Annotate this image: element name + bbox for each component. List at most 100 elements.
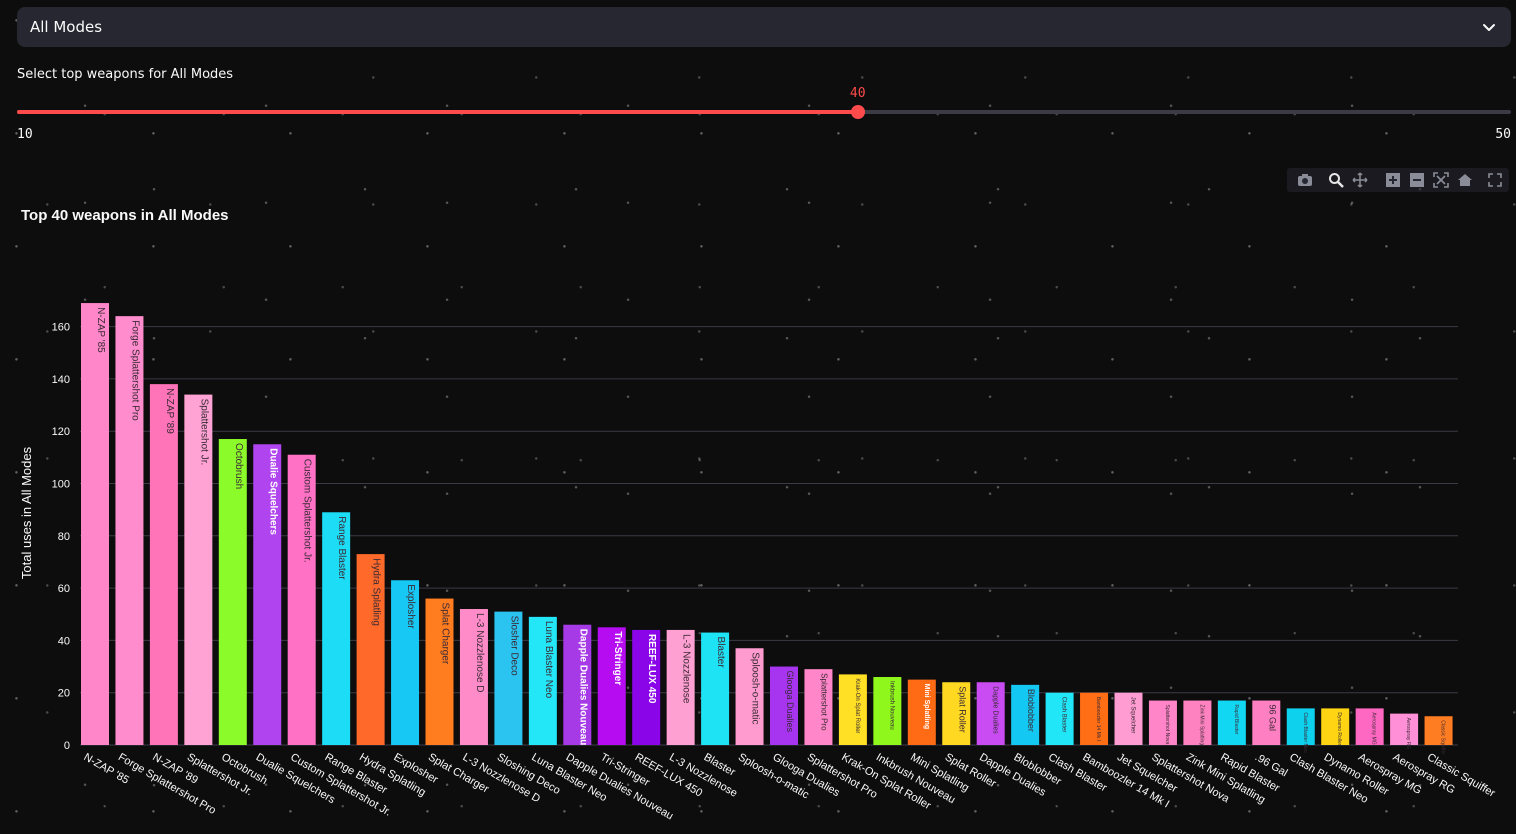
bar-label: Clash Blaster Neo [1302, 712, 1308, 753]
fullscreen-icon[interactable] [1487, 172, 1503, 188]
bar[interactable] [1355, 708, 1384, 745]
bar[interactable] [253, 444, 282, 745]
bar[interactable] [1080, 692, 1109, 745]
bar-label: Inkbrush Nouveau [888, 681, 894, 730]
bar-chart: N-ZAP '85 Forge Splattershot Pro N-ZAP '89… [19, 207, 1498, 822]
bar[interactable] [632, 629, 661, 745]
y-tick-label: 40 [58, 635, 70, 647]
bar[interactable] [873, 677, 902, 745]
bar[interactable] [1217, 700, 1246, 745]
bar[interactable] [770, 666, 798, 745]
bar[interactable] [81, 303, 109, 745]
bar[interactable] [149, 384, 178, 745]
bar[interactable] [1252, 700, 1281, 745]
bar-label: Slosher Deco [508, 616, 519, 676]
zoom-in-icon[interactable] [1385, 172, 1401, 188]
bar-label: Splattershot Pro [819, 673, 828, 731]
bar-label: Dapple Dualies [992, 686, 999, 734]
mode-select[interactable]: All Modes [17, 7, 1511, 47]
slider-max: 50 [1495, 127, 1511, 142]
bar[interactable] [184, 394, 213, 745]
bar-label: Explosher [405, 584, 416, 629]
bar-label: 96 Gal [1267, 705, 1277, 732]
bar[interactable] [838, 674, 867, 745]
slider-thumb[interactable] [850, 105, 865, 119]
y-tick-label: 20 [58, 688, 70, 700]
bar[interactable] [322, 512, 351, 745]
bar-label: Splattershot Nova [1164, 705, 1170, 745]
bar-label: Sploosh-o-matic [750, 652, 761, 724]
bar-label: Mini Splatling [923, 684, 930, 730]
bar[interactable] [597, 627, 626, 745]
bar-label: Forge Splattershot Pro [129, 320, 140, 421]
bar[interactable] [218, 439, 247, 745]
bar[interactable] [287, 454, 316, 745]
bar-label: N-ZAP '89 [164, 388, 175, 434]
bar[interactable] [942, 682, 971, 745]
chart-bars: N-ZAP '85 Forge Splattershot Pro N-ZAP '89… [81, 303, 1453, 755]
bar[interactable] [1148, 700, 1177, 745]
y-tick-label: 100 [52, 479, 70, 491]
bar[interactable] [528, 616, 557, 745]
bar-label: Zink Mini Splatling [1198, 705, 1204, 746]
bar[interactable] [494, 611, 523, 745]
bar[interactable] [1390, 713, 1419, 745]
bar[interactable] [666, 629, 695, 745]
bar-label: Aerospray MG [1371, 712, 1377, 744]
y-tick-label: 120 [52, 426, 70, 438]
slider-value: 40 [849, 86, 866, 101]
bar-label: Krak-On Splat Roller [854, 678, 860, 733]
bar-label: Luna Blaster Neo [543, 621, 554, 699]
bar[interactable] [356, 554, 385, 745]
bar-label: Range Blaster [336, 516, 347, 580]
bar[interactable] [1321, 708, 1350, 745]
chevron-down-icon [1483, 24, 1495, 31]
bar-label: Bloblobber [1026, 689, 1036, 732]
bar-label: Bamboozler 14 Mk I [1095, 697, 1101, 741]
mode-select-value: All Modes [30, 18, 103, 36]
bar[interactable] [1183, 700, 1212, 745]
bar[interactable] [115, 316, 144, 745]
camera-icon[interactable] [1297, 172, 1313, 188]
bar[interactable] [976, 682, 1005, 745]
autoscale-icon[interactable] [1433, 172, 1449, 188]
slider-label: Select top weapons for All Modes [17, 67, 234, 82]
bar[interactable] [701, 632, 730, 745]
home-icon[interactable] [1457, 172, 1473, 188]
bar-label: Splattershot Jr. [198, 399, 209, 466]
y-tick-label: 140 [52, 374, 70, 386]
bar-label: REEF-LUX 450 [646, 634, 657, 704]
chart-title: Top 40 weapons in All Modes [21, 207, 229, 224]
slider-track[interactable] [17, 105, 1511, 119]
bar[interactable] [459, 609, 488, 745]
bar[interactable] [1114, 692, 1143, 745]
chart-modebar [1287, 168, 1509, 192]
bar[interactable] [1045, 692, 1074, 745]
y-tick-label: 80 [58, 531, 70, 543]
bar-label: Dynamo Roller [1336, 712, 1342, 745]
bar-label: Custom Splattershot Jr. [302, 459, 313, 563]
bar[interactable] [425, 598, 454, 745]
bar[interactable] [563, 624, 592, 745]
bar[interactable] [391, 580, 420, 745]
bar[interactable] [907, 679, 936, 745]
bar[interactable] [735, 648, 764, 745]
bar-label: Octobrush [233, 443, 244, 489]
bar[interactable] [1011, 684, 1040, 745]
bar-label: Splat Roller [957, 686, 967, 733]
bar[interactable] [804, 669, 833, 745]
y-tick-labels: 0 20 40 60 80 100 120 140 160 [52, 322, 70, 752]
slider-fill [17, 110, 858, 114]
pan-icon[interactable] [1352, 172, 1368, 188]
slider-min: 10 [17, 127, 33, 142]
bar[interactable] [1286, 708, 1315, 745]
bar-label: Hydra Splatling [371, 558, 382, 626]
bar-label: Jet Squelcher [1130, 697, 1136, 734]
zoom-out-icon[interactable] [1409, 172, 1425, 188]
bar[interactable] [1424, 716, 1453, 745]
zoom-icon[interactable] [1328, 172, 1344, 188]
bar-label: Dapple Dualies Nouveau [577, 629, 588, 746]
bar-label: Rapid Blaster [1233, 705, 1239, 735]
bar-label: Dualie Squelchers [267, 448, 278, 535]
